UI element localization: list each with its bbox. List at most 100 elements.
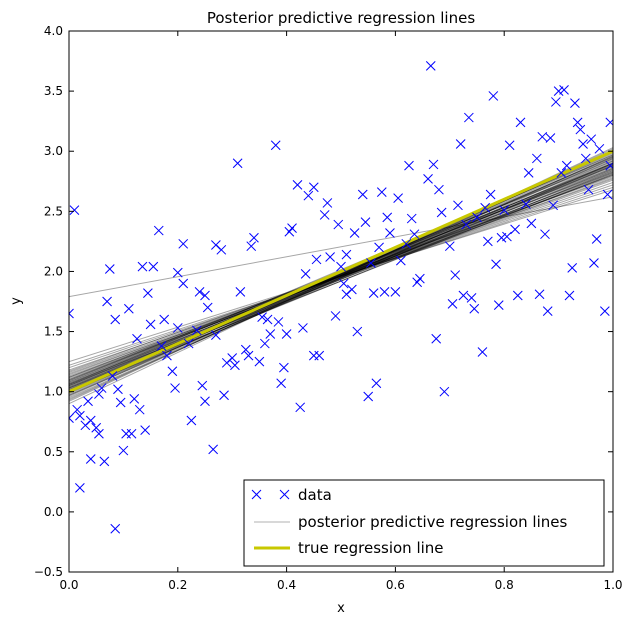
y-tick-label: 2.0: [44, 264, 63, 278]
data-point: [156, 341, 167, 351]
data-point: [605, 160, 613, 171]
y-tick-label: 4.0: [44, 24, 63, 38]
data-point: [461, 219, 471, 230]
data-point: [599, 306, 610, 316]
data-point: [352, 326, 363, 337]
data-point: [110, 523, 121, 534]
data-point: [322, 198, 333, 208]
data-point: [69, 413, 74, 423]
data-point: [406, 213, 417, 224]
data-point: [393, 193, 403, 203]
y-tick-label: 3.0: [44, 144, 63, 158]
data-point: [270, 140, 281, 151]
data-point: [311, 254, 322, 265]
data-point: [466, 293, 477, 303]
data-point: [502, 231, 512, 242]
data-point: [300, 268, 311, 279]
data-point: [594, 143, 605, 154]
data-point: [94, 428, 104, 439]
data-point: [347, 284, 357, 295]
data-point: [69, 205, 80, 215]
data-point: [227, 353, 238, 363]
axes-frame: [68, 30, 614, 573]
data-point: [314, 350, 325, 361]
posterior-line: [69, 184, 613, 369]
data-point: [262, 314, 273, 325]
data-point: [477, 347, 488, 357]
data-point: [480, 202, 491, 213]
posterior-line: [69, 165, 613, 384]
data-point: [338, 278, 349, 289]
data-point: [153, 225, 164, 236]
data-point: [254, 356, 265, 367]
data-point: [172, 323, 183, 333]
data-point: [104, 264, 115, 274]
y-axis-label: y: [9, 297, 24, 305]
data-point: [534, 289, 545, 300]
y-tick-label: 1.5: [44, 325, 63, 339]
data-point: [69, 308, 74, 319]
data-point: [257, 312, 267, 322]
data-point: [580, 153, 591, 164]
data-point: [561, 160, 572, 171]
data-point: [485, 189, 496, 200]
data-point: [385, 228, 395, 238]
data-point: [325, 252, 335, 262]
data-point: [140, 425, 151, 435]
data-point: [545, 133, 556, 143]
data-point: [219, 390, 229, 401]
data-point: [447, 299, 458, 309]
data-point: [357, 189, 368, 200]
data-point: [510, 224, 520, 235]
posterior-line: [69, 182, 613, 371]
posterior-line: [69, 196, 613, 298]
data-point: [431, 333, 442, 344]
data-point: [85, 415, 96, 426]
data-point: [172, 267, 183, 278]
posterior-line: [69, 165, 613, 387]
data-point: [439, 386, 450, 397]
data-point: [423, 174, 433, 184]
data-point: [548, 200, 559, 211]
data-point: [336, 261, 346, 272]
data-point: [379, 287, 390, 297]
data-point: [368, 288, 379, 298]
posterior-line: [69, 155, 613, 400]
posterior-line: [69, 155, 613, 396]
legend-entry-true-line: true regression line: [254, 539, 444, 557]
data-point: [390, 287, 401, 297]
data-point: [428, 159, 439, 170]
data-point: [200, 396, 210, 407]
posterior-line: [69, 174, 613, 376]
data-point: [591, 234, 602, 244]
data-point: [197, 380, 208, 391]
data-point: [235, 287, 246, 297]
data-point: [85, 454, 96, 464]
data-point: [148, 261, 159, 272]
data-point: [83, 396, 93, 407]
data-point: [444, 241, 455, 252]
data-point: [279, 362, 289, 373]
data-point: [395, 255, 406, 266]
data-point: [75, 410, 85, 421]
y-tick-label: 0.0: [44, 505, 63, 519]
data-point: [425, 61, 436, 71]
data-point: [211, 330, 221, 341]
data-point: [276, 378, 287, 389]
data-point: [472, 212, 482, 223]
data-point: [540, 229, 550, 240]
data-point: [178, 238, 189, 249]
legend-marker-x-icon: [251, 489, 290, 500]
posterior-line: [69, 177, 613, 377]
data-point: [376, 187, 387, 197]
data-point: [360, 217, 371, 228]
data-point: [102, 296, 112, 307]
data-point: [216, 244, 227, 255]
data-point: [259, 338, 270, 349]
true-regression-line: [69, 149, 613, 394]
plot-area: [69, 61, 613, 534]
posterior-line: [69, 186, 613, 366]
data-point: [488, 91, 499, 101]
data-point: [572, 117, 583, 128]
